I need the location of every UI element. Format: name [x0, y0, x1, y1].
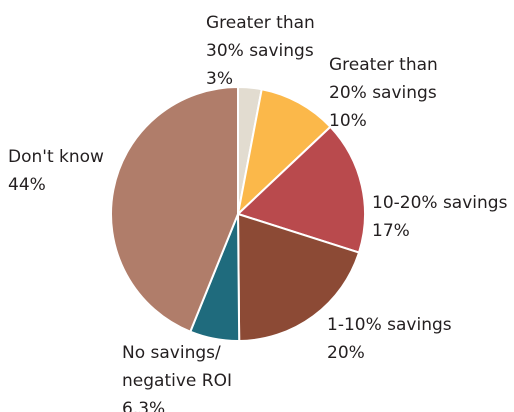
slice-value-label: 6.3%	[122, 399, 165, 412]
pie-slice-3	[236, 212, 361, 342]
slice-category-label: negative ROI	[122, 371, 232, 391]
slice-value-label: 44%	[8, 175, 46, 195]
slice-label-3: 1-10% savings 20%	[327, 315, 452, 363]
slice-value-label: 3%	[206, 69, 233, 89]
slice-category-label: 20% savings	[329, 83, 437, 103]
slice-category-label: Greater than	[329, 55, 438, 75]
slice-label-2: 10-20% savings 17%	[372, 193, 508, 241]
slice-category-label: 30% savings	[206, 41, 314, 61]
slice-category-label: Don't know	[8, 147, 104, 167]
slice-category-label: No savings/	[122, 343, 221, 363]
slice-value-label: 10%	[329, 111, 367, 131]
slice-category-label: 1-10% savings	[327, 315, 452, 335]
slice-label-1: Greater than 20% savings 10%	[329, 55, 438, 131]
slice-label-4: No savings/negative ROI 6.3%	[122, 343, 232, 412]
pie-labels: Greater than 30% savings 3% Greater than 20%…	[8, 13, 508, 412]
slice-category-label: 10-20% savings	[372, 193, 508, 213]
slice-category-label: Greater than	[206, 13, 315, 33]
pie-slice-5	[110, 85, 239, 333]
slice-label-0: Greater than 30% savings 3%	[206, 13, 315, 89]
slice-value-label: 20%	[327, 343, 365, 363]
slice-label-5: Don't know 44%	[8, 147, 104, 195]
pie-slice-2	[236, 125, 366, 254]
pie-slices	[110, 85, 366, 342]
pie-slice-1	[236, 88, 332, 217]
slice-value-label: 17%	[372, 221, 410, 241]
